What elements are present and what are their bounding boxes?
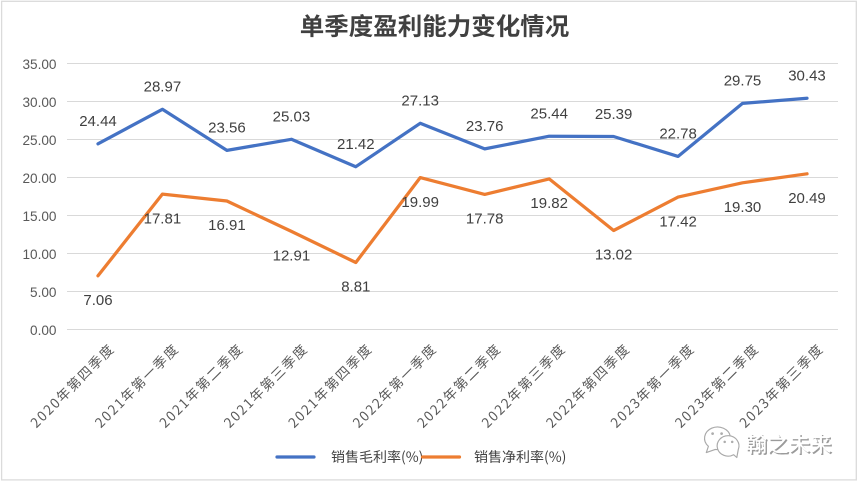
svg-text:25.00: 25.00 (22, 133, 56, 148)
svg-text:21.42: 21.42 (337, 136, 375, 153)
svg-text:30.43: 30.43 (788, 68, 826, 85)
svg-text:16.91: 16.91 (208, 217, 246, 234)
svg-text:25.44: 25.44 (530, 105, 568, 122)
svg-text:13.02: 13.02 (595, 247, 633, 264)
svg-text:25.03: 25.03 (273, 109, 311, 126)
svg-text:30.00: 30.00 (22, 95, 56, 110)
svg-text:25.39: 25.39 (595, 106, 633, 123)
svg-text:24.44: 24.44 (79, 113, 117, 130)
svg-text:15.00: 15.00 (22, 209, 56, 224)
svg-text:7.06: 7.06 (83, 292, 112, 309)
svg-text:23.56: 23.56 (208, 120, 246, 137)
svg-text:23.76: 23.76 (466, 118, 504, 135)
svg-text:10.00: 10.00 (22, 247, 56, 262)
svg-text:35.00: 35.00 (22, 57, 56, 72)
svg-text:8.81: 8.81 (341, 279, 370, 296)
svg-text:20.49: 20.49 (788, 190, 826, 207)
svg-text:17.78: 17.78 (466, 211, 504, 228)
svg-text:19.99: 19.99 (401, 194, 439, 211)
svg-text:28.97: 28.97 (144, 79, 182, 96)
svg-text:29.75: 29.75 (724, 73, 762, 90)
svg-text:5.00: 5.00 (30, 285, 57, 300)
svg-text:20.00: 20.00 (22, 171, 56, 186)
svg-text:19.30: 19.30 (724, 199, 762, 216)
svg-text:12.91: 12.91 (273, 248, 311, 265)
svg-text:17.81: 17.81 (144, 210, 182, 227)
svg-text:19.82: 19.82 (530, 195, 568, 212)
svg-text:27.13: 27.13 (401, 93, 439, 110)
svg-text:17.42: 17.42 (659, 213, 697, 230)
svg-text:0.00: 0.00 (30, 323, 57, 338)
svg-text:22.78: 22.78 (659, 126, 697, 143)
